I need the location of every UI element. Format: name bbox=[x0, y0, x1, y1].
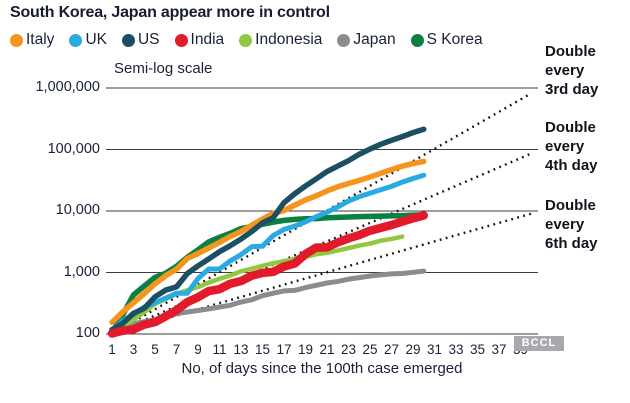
x-tick-label: 3 bbox=[129, 342, 138, 357]
legend: Italy UK US India Indonesia Japan S Korea bbox=[10, 31, 483, 49]
x-tick-label: 19 bbox=[297, 342, 314, 357]
legend-dot-icon bbox=[10, 33, 23, 47]
x-tick-label: 21 bbox=[319, 342, 335, 357]
scale-note: Semi-log scale bbox=[114, 60, 213, 77]
legend-dot-icon bbox=[239, 33, 253, 47]
annotation-line: 3rd day bbox=[545, 81, 599, 98]
legend-label: US bbox=[137, 31, 160, 48]
series-line-italy bbox=[109, 158, 427, 326]
x-tick-label: 37 bbox=[491, 342, 507, 357]
legend-label: Japan bbox=[353, 31, 396, 48]
series-line-india bbox=[107, 211, 428, 338]
annotation-line: 6th day bbox=[545, 235, 598, 252]
legend-label: S Korea bbox=[426, 31, 483, 48]
x-tick-label: 17 bbox=[276, 342, 292, 357]
annotation-line: 4th day bbox=[545, 157, 598, 174]
legend-item-uk: UK bbox=[69, 31, 107, 49]
x-tick-label: 5 bbox=[151, 342, 159, 357]
annotation-line: Double bbox=[545, 119, 596, 136]
legend-item-india: India bbox=[174, 31, 225, 49]
legend-item-italy: Italy bbox=[10, 31, 54, 49]
x-tick-label: 7 bbox=[172, 342, 181, 357]
legend-label: UK bbox=[85, 31, 107, 48]
y-tick-label: 10,000 bbox=[55, 202, 100, 218]
annotation-line: every bbox=[545, 216, 585, 233]
x-tick-label: 1 bbox=[108, 342, 116, 357]
annotation-line: Double bbox=[545, 197, 596, 214]
y-tick-label: 100,000 bbox=[47, 140, 100, 157]
x-tick-label: 33 bbox=[448, 342, 464, 357]
annotation-double-every-3rd: Double every 3rd day bbox=[545, 42, 598, 99]
legend-dot-icon bbox=[410, 33, 424, 47]
legend-item-indonesia: Indonesia bbox=[239, 31, 322, 49]
series-line-us bbox=[109, 126, 427, 333]
legend-item-s-korea: S Korea bbox=[410, 31, 483, 49]
reference-line-6day bbox=[111, 212, 532, 336]
y-tick-label: 100 bbox=[75, 325, 100, 341]
legend-label: Indonesia bbox=[255, 31, 323, 48]
legend-dot-icon bbox=[174, 33, 188, 47]
annotation-double-every-4th: Double every 4th day bbox=[545, 118, 598, 175]
x-tick-label: 23 bbox=[340, 342, 357, 357]
x-tick-label: 11 bbox=[212, 342, 227, 357]
x-tick-label: 35 bbox=[469, 342, 486, 357]
annotation-line: every bbox=[545, 138, 585, 155]
y-tick-label: 1,000,000 bbox=[35, 79, 100, 95]
legend-dot-icon bbox=[121, 33, 135, 47]
chart-title: South Korea, Japan appear more in contro… bbox=[10, 4, 330, 21]
x-tick-label: 13 bbox=[233, 342, 249, 357]
watermark-badge: BCCL bbox=[514, 336, 564, 351]
x-tick-label: 25 bbox=[362, 342, 378, 357]
series-line-uk bbox=[109, 172, 427, 333]
x-tick-label: 15 bbox=[254, 342, 271, 357]
annotation-double-every-6th: Double every 6th day bbox=[545, 196, 598, 253]
x-tick-label: 9 bbox=[194, 342, 202, 357]
x-axis-title: No, of days since the 100th case emerged bbox=[181, 360, 463, 377]
y-tick-label: 1,000 bbox=[63, 263, 100, 280]
legend-dot-icon bbox=[69, 33, 83, 47]
annotation-line: Double bbox=[545, 43, 596, 60]
legend-dot-icon bbox=[337, 33, 351, 47]
x-tick-label: 27 bbox=[383, 342, 400, 357]
legend-label: India bbox=[190, 31, 225, 48]
annotation-line: every bbox=[545, 62, 585, 79]
legend-item-us: US bbox=[121, 31, 160, 49]
legend-item-japan: Japan bbox=[337, 31, 396, 49]
x-tick-label: 31 bbox=[426, 342, 443, 357]
x-tick-label: 29 bbox=[405, 342, 421, 357]
legend-label: Italy bbox=[26, 31, 55, 48]
